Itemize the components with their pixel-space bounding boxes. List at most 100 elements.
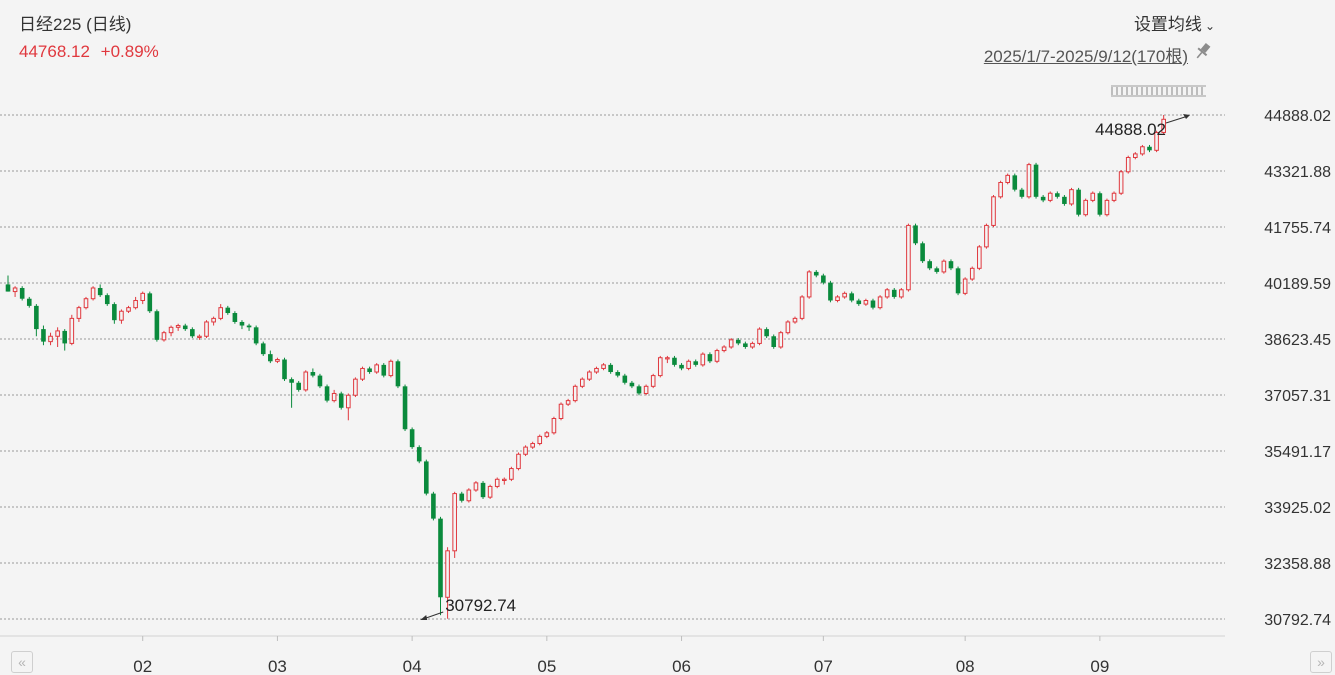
candle-up bbox=[211, 317, 216, 323]
candle-down bbox=[112, 304, 117, 321]
candle-down bbox=[154, 311, 160, 340]
candle-up bbox=[906, 224, 911, 291]
candle-down bbox=[813, 271, 819, 276]
candle-down bbox=[672, 357, 677, 365]
candle-up bbox=[969, 267, 975, 280]
candle-down bbox=[289, 379, 294, 383]
candle-up bbox=[750, 342, 755, 348]
candle-up bbox=[466, 489, 472, 502]
candle-up bbox=[331, 392, 337, 402]
candle-up bbox=[835, 296, 840, 302]
candle-up bbox=[1047, 192, 1053, 201]
candle-down bbox=[324, 386, 330, 401]
candle-down bbox=[19, 287, 25, 299]
candle-up bbox=[544, 432, 550, 437]
candle-up bbox=[721, 346, 727, 352]
double-chevron-left-icon[interactable]: « bbox=[11, 651, 33, 673]
chevron-down-icon: ⌄ bbox=[1204, 19, 1215, 33]
candle-up bbox=[587, 371, 592, 380]
y-tick-label: 33925.02 bbox=[1264, 500, 1331, 517]
candle-up bbox=[1090, 192, 1096, 201]
candle-down bbox=[913, 225, 918, 244]
annotation-low-label: 30792.74 bbox=[445, 596, 516, 615]
price-change: +0.89% bbox=[100, 42, 159, 61]
candle-down bbox=[1076, 189, 1081, 215]
candle-up bbox=[502, 478, 507, 481]
ma-setting-button[interactable]: 设置均线 ⌄ bbox=[1134, 10, 1215, 35]
candle-down bbox=[1019, 189, 1025, 197]
candle-up bbox=[1069, 189, 1074, 205]
candle-down bbox=[402, 386, 408, 430]
candle-up bbox=[984, 224, 989, 248]
candle-up bbox=[806, 271, 812, 298]
candle-down bbox=[1012, 175, 1018, 190]
candle-up bbox=[346, 394, 351, 409]
candle-up bbox=[551, 418, 557, 434]
candle-down bbox=[849, 293, 855, 301]
candle-up bbox=[509, 468, 514, 480]
candle-up bbox=[119, 310, 124, 321]
scroll-thumbnail-strip[interactable] bbox=[1111, 85, 1206, 97]
candle-down bbox=[1033, 164, 1039, 197]
candle-down bbox=[1040, 196, 1046, 201]
candle-up bbox=[1125, 156, 1131, 173]
candle-up bbox=[877, 296, 883, 309]
candle-up bbox=[785, 321, 791, 334]
candle-up bbox=[445, 550, 450, 598]
candle-down bbox=[104, 295, 110, 305]
double-chevron-right-icon[interactable]: » bbox=[1310, 651, 1332, 673]
candle-up bbox=[487, 485, 493, 498]
candle-down bbox=[5, 284, 11, 292]
candle-up bbox=[558, 403, 564, 420]
candle-down bbox=[1097, 193, 1103, 215]
candle-down bbox=[367, 368, 372, 373]
candle-down bbox=[438, 518, 443, 598]
candle-up bbox=[1111, 192, 1117, 201]
x-tick-label: 09 bbox=[1090, 657, 1109, 675]
candle-down bbox=[735, 339, 741, 344]
candle-down bbox=[955, 268, 961, 294]
candle-down bbox=[821, 275, 826, 283]
candle-up bbox=[218, 307, 223, 319]
y-tick-label: 30792.74 bbox=[1264, 612, 1331, 629]
price-quote: 44768.12 +0.89% bbox=[19, 42, 165, 62]
candle-down bbox=[416, 447, 422, 462]
candle-up bbox=[1154, 131, 1159, 151]
candle-down bbox=[771, 336, 777, 347]
candle-down bbox=[1055, 193, 1060, 197]
candle-down bbox=[268, 354, 273, 362]
pin-icon[interactable] bbox=[1193, 41, 1213, 61]
candle-up bbox=[962, 278, 968, 294]
candle-up bbox=[353, 378, 358, 396]
candle-up bbox=[778, 332, 784, 348]
candle-down bbox=[246, 325, 252, 328]
y-tick-label: 35491.17 bbox=[1264, 444, 1331, 461]
candle-down bbox=[927, 261, 932, 269]
candle-down bbox=[409, 429, 415, 448]
candle-down bbox=[381, 364, 387, 376]
candle-down bbox=[1062, 196, 1067, 204]
candle-up bbox=[523, 446, 528, 455]
candle-up bbox=[1140, 146, 1145, 155]
y-tick-label: 43321.88 bbox=[1264, 164, 1331, 181]
candle-up bbox=[374, 364, 379, 373]
candle-down bbox=[636, 386, 642, 394]
candle-up bbox=[1133, 153, 1138, 158]
candle-up bbox=[516, 453, 521, 470]
candle-up bbox=[537, 435, 543, 445]
candle-up bbox=[842, 292, 847, 298]
candle-up bbox=[133, 300, 138, 309]
x-tick-label: 06 bbox=[672, 657, 691, 675]
chart-title: 日经225 (日线) bbox=[19, 15, 132, 34]
candle-up bbox=[728, 339, 734, 348]
candle-down bbox=[891, 289, 897, 297]
candle-up bbox=[197, 335, 202, 338]
candle-down bbox=[41, 329, 46, 342]
candle-down bbox=[282, 359, 287, 380]
candle-up bbox=[1104, 199, 1110, 216]
candle-up bbox=[643, 385, 649, 394]
candle-up bbox=[884, 289, 890, 298]
candle-down bbox=[764, 329, 769, 337]
date-range-link[interactable]: 2025/1/7-2025/9/12(170根) bbox=[983, 47, 1188, 66]
